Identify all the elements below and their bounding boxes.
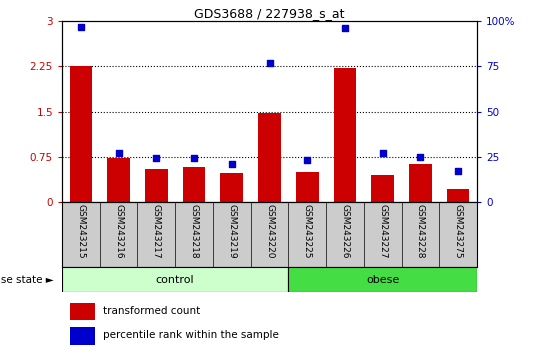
Bar [70,327,95,345]
Text: GSM243225: GSM243225 [303,204,312,258]
Text: GSM243228: GSM243228 [416,204,425,258]
Bar [447,189,469,202]
Text: GSM243216: GSM243216 [114,204,123,258]
Bar [62,267,288,292]
Point [114,150,123,156]
Text: GSM243215: GSM243215 [77,204,85,258]
Text: GSM243219: GSM243219 [227,204,236,258]
Bar [220,173,243,202]
Bar [296,172,319,202]
Point [190,156,198,161]
Point [454,168,462,174]
Point [416,154,425,159]
Text: GSM243218: GSM243218 [190,204,198,258]
Bar [183,167,205,202]
Bar [288,267,477,292]
Text: obese: obese [366,275,399,285]
Text: GSM243217: GSM243217 [152,204,161,258]
Bar [145,169,168,202]
Text: percentile rank within the sample: percentile rank within the sample [103,330,279,341]
Point [341,25,349,31]
Point [227,161,236,167]
Text: disease state ►: disease state ► [0,275,54,285]
Point [303,158,312,163]
Point [77,24,85,29]
Bar [371,175,394,202]
Bar [107,159,130,202]
Point [378,150,387,156]
Bar [258,113,281,202]
Text: GSM243227: GSM243227 [378,204,387,258]
Bar [70,303,95,320]
Text: transformed count: transformed count [103,306,201,316]
Bar [70,67,92,202]
Bar [334,68,356,202]
Point [152,156,161,161]
Text: GSM243275: GSM243275 [454,204,462,258]
Text: GSM243220: GSM243220 [265,204,274,258]
Text: control: control [156,275,195,285]
Text: GSM243226: GSM243226 [341,204,349,258]
Title: GDS3688 / 227938_s_at: GDS3688 / 227938_s_at [194,7,345,20]
Point [265,60,274,65]
Bar [409,165,432,202]
